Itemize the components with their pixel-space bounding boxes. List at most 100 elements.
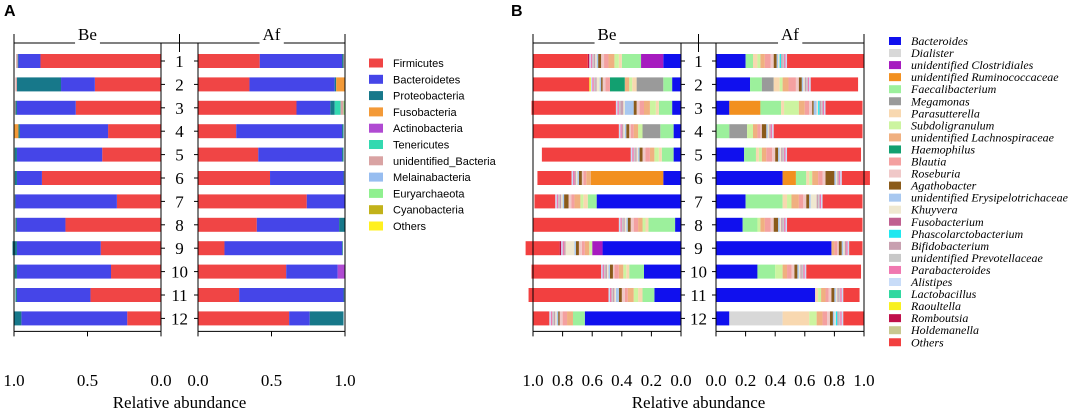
bar-segment-before [574,241,576,256]
bar-segment-after [766,147,773,162]
legend-label: Others [911,335,944,349]
legend-item: unidentified Prevotellaceae [889,251,1044,265]
legend-item: unidentified Lachnospiraceae [889,130,1055,144]
bar-segment-before [21,311,128,326]
bar-segment-before [602,77,606,92]
bar-segment-after [846,241,848,256]
legend-item: Bacteroides [889,34,968,48]
bar-segment-before [41,171,161,185]
bar-segment-after [757,264,776,279]
bar-segment-after [821,100,823,115]
x-tick-label: 1.0 [334,371,355,390]
legend-item: Megamonas [889,94,970,108]
bar-segment-before [623,100,625,115]
bar-segment-before [633,217,639,232]
legend-item: Blautia [889,155,946,169]
sample-row: 10 [531,263,862,282]
bar-segment-after [761,124,767,139]
bar-segment-after [784,147,786,162]
bar-segment-after [716,171,783,185]
bar-segment-before [581,171,584,185]
sample-row: 1 [533,52,864,71]
bar-segment-after [827,311,830,326]
bar-segment-before [549,311,551,326]
legend-item: Parasutterella [889,106,980,120]
bar-segment-before [608,264,610,279]
legend-swatch [889,229,901,238]
legend-swatch [369,91,383,101]
legend-label: Fusobacteria [393,107,457,119]
bar-segment-after [798,194,804,209]
legend-item: Lactobacillus [889,287,977,301]
bar-segment-before [595,77,597,92]
bar-segment-after [787,194,792,209]
bar-segment-before [16,288,91,302]
group-header: Be Af [13,25,346,52]
sample-row: 3 [531,99,863,118]
row-label: 4 [694,122,703,141]
bar-segment-after [844,241,847,256]
x-tick-label: 1.0 [853,371,874,390]
legend-swatch [889,85,901,94]
bar-segment-after [716,264,758,279]
legend-label: Subdoligranulum [911,118,995,132]
bar-segment-after [804,100,810,115]
bar-segment-after [834,171,836,185]
bar-segment-after [256,217,340,232]
sample-row: 1 [16,52,345,71]
bar-segment-after [198,311,290,326]
x-tick-label: 0.0 [705,371,726,390]
bar-segment-before [673,147,681,162]
bar-segment-after [797,264,799,279]
bar-segment-before [18,54,41,68]
bar-segment-before [654,147,659,162]
group-label-before: Be [78,25,97,44]
bar-segment-after [838,288,841,302]
legend-swatch [369,123,383,133]
bar-segment-before [663,77,673,92]
legend-label: Fusobacterium [910,215,984,229]
bar-segment-before [623,264,627,279]
bar-segment-before [630,124,634,139]
legend-item: Raoultella [889,299,961,313]
bar-segment-before [561,241,563,256]
bar-segment-before [604,264,606,279]
bar-segment-before [638,288,643,302]
bar-segment-after [828,288,832,302]
bar-segment-before [618,54,622,68]
bar-segment-before [574,171,576,185]
bar-segment-after [806,194,810,209]
legend-label: Roseburia [910,167,960,181]
sample-row: 12 [14,309,344,328]
bar-segment-before [14,311,22,326]
bar-segment-after [761,77,774,92]
bar-segment-before [583,194,588,209]
bar-segment-after [330,100,335,115]
bar-segment-after [758,147,762,162]
legend-item: unidentified Ruminococcaceae [889,70,1059,84]
legend-label: Phascolarctobacterium [910,227,1024,241]
legend-swatch [889,278,901,286]
bar-segment-before [624,124,627,139]
sample-row: 8 [14,216,345,235]
bar-segment-after [306,194,345,209]
bar-segment-after [767,124,770,139]
legend-swatch [369,221,383,231]
bar-segment-before [642,288,655,302]
bar-segment-after [798,77,802,92]
bar-segment-before [61,77,95,92]
bar-segment-before [661,147,674,162]
bar-segment-before [16,217,66,232]
bar-segment-before [533,54,588,68]
sample-row: 8 [533,216,863,235]
bar-segment-after [198,194,307,209]
bar-segment-after [334,100,341,115]
row-label: 8 [175,216,184,235]
bar-segment-before [567,311,573,326]
legend-item: Holdemanella [889,323,979,337]
bar-segment-after [809,311,817,326]
legend-label: unidentified_Bacteria [393,156,497,168]
bar-segment-before [596,77,600,92]
bar-segment-before [116,194,161,209]
legend-item: Haemophilus [889,142,975,156]
